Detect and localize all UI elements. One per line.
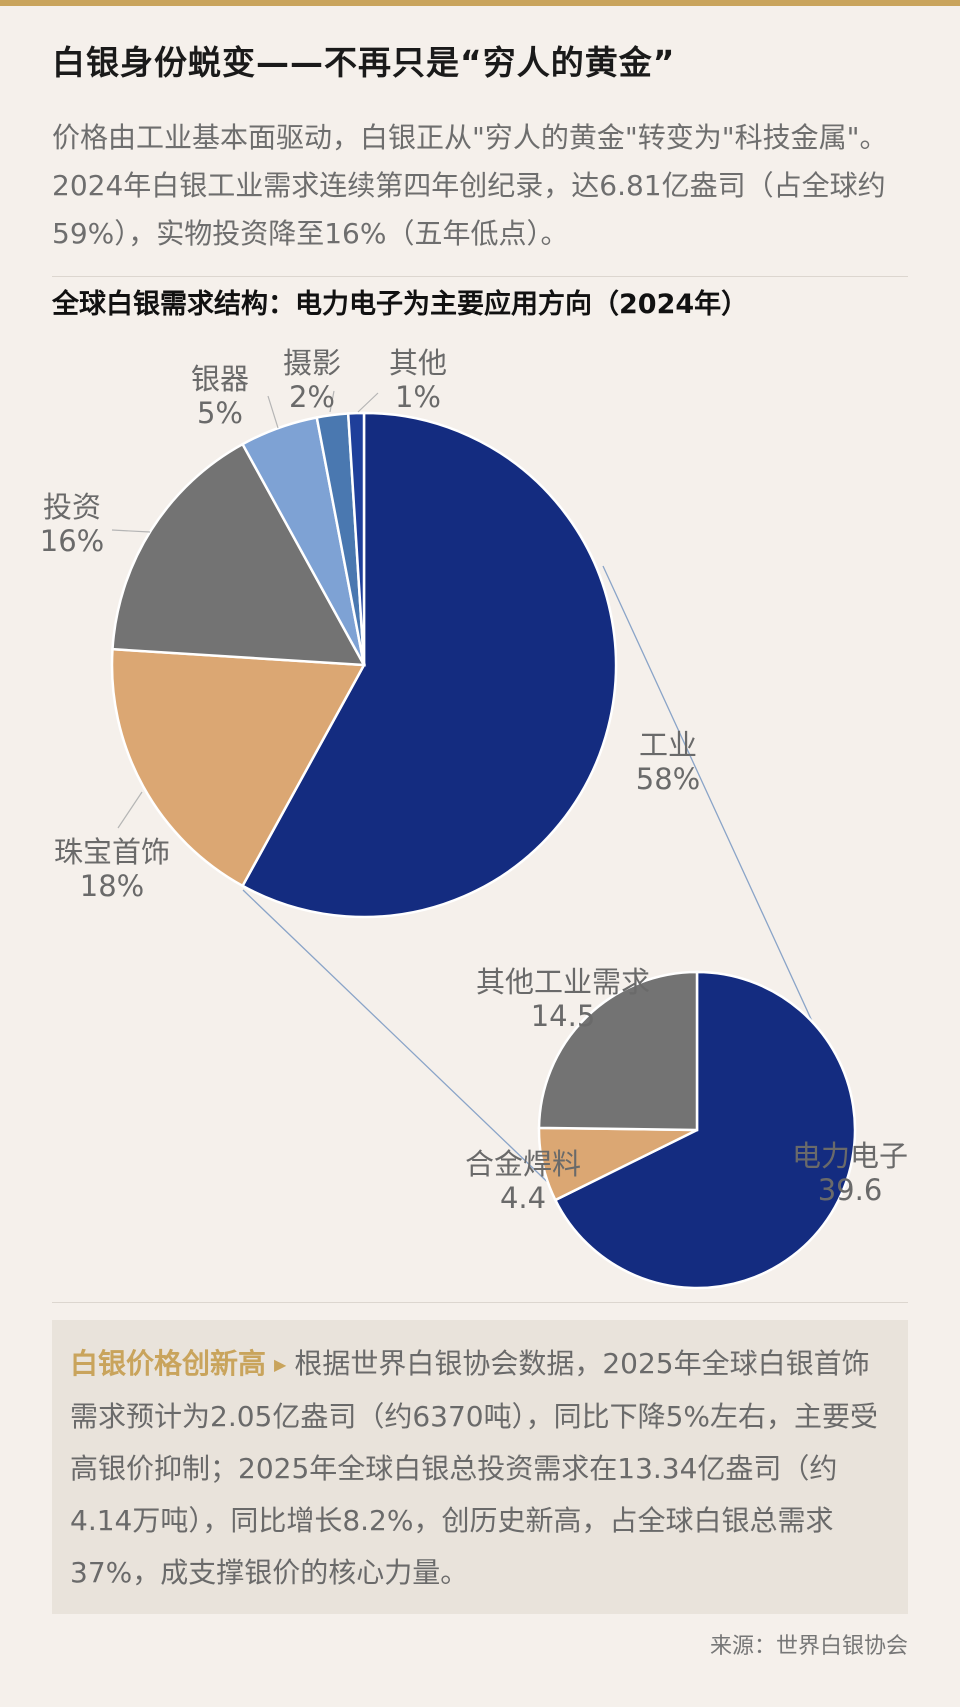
slice-category-label: 工业: [639, 728, 697, 762]
leader-line: [357, 392, 379, 413]
sub-pie: [537, 970, 857, 1290]
slice-category-label: 电力电子: [792, 1139, 908, 1173]
top-accent-bar: [0, 0, 960, 6]
sub-pie-slice-2: [537, 970, 699, 1132]
main-label-slice-3: 银器 5%: [191, 362, 249, 430]
leader-line: [267, 395, 279, 429]
slice-value-label: 5%: [197, 396, 243, 430]
slice-category-label: 其他: [389, 346, 447, 380]
source-note: 来源：世界白银协会: [709, 1634, 908, 1659]
pie-of-pie-chart: 工业 58% 珠宝首饰 18% 投资 16% 银器 5% 摄影 2% 其他 1% 电力电子 39.6 合金焊…: [40, 346, 908, 1290]
slice-value-label: 4.4: [500, 1181, 546, 1215]
main-pie-slice-5: [346, 411, 366, 666]
page-title: 白银身份蜕变——不再只是“穷人的黄金”: [52, 43, 676, 82]
callout-text: 白银价格创新高 ▶ 根据世界白银协会数据，2025年全球白银首饰需求预计为2.05亿…: [70, 1338, 896, 1599]
main-pie-slice-1: [110, 647, 367, 888]
connector-line-upper: [602, 565, 818, 1033]
callout-body: 根据世界白银协会数据，2025年全球白银首饰需求预计为2.05亿盎司（约6370…: [70, 1347, 879, 1589]
slice-value-label: 14.5: [531, 999, 596, 1033]
main-label-slice-1: 珠宝首饰 18%: [54, 835, 170, 903]
main-label-slice-5: 其他 1%: [389, 346, 447, 414]
leader-line: [117, 791, 143, 829]
sub-label-slice-1: 合金焊料 4.4: [465, 1147, 581, 1215]
slice-category-label: 合金焊料: [465, 1147, 581, 1181]
slice-category-label: 珠宝首饰: [54, 835, 170, 869]
main-pie-slice-2: [111, 442, 367, 667]
main-pie-slice-0: [240, 411, 618, 919]
slice-category-label: 投资: [43, 490, 101, 524]
slice-category-label: 摄影: [283, 346, 341, 380]
zoom-connector-lines: [242, 565, 818, 1197]
leader-line: [111, 529, 151, 533]
slice-value-label: 39.6: [818, 1173, 883, 1207]
triangle-right-icon: ▶: [274, 1355, 287, 1374]
intro-paragraph: 价格由工业基本面驱动，白银正从"穷人的黄金"转变为"科技金属"。2024年白银工…: [52, 121, 888, 250]
main-label-slice-0: 工业 58%: [636, 728, 700, 796]
callout-heading: 白银价格创新高: [70, 1347, 267, 1380]
slice-value-label: 58%: [636, 762, 700, 796]
divider: [52, 1302, 908, 1303]
sub-label-slice-0: 电力电子 39.6: [792, 1139, 908, 1207]
slice-value-label: 18%: [80, 869, 144, 903]
chart-title: 全球白银需求结构：电力电子为主要应用方向（2024年）: [52, 289, 749, 320]
leader-line: [329, 390, 335, 413]
slice-value-label: 1%: [395, 380, 441, 414]
connector-line-lower: [242, 889, 563, 1197]
sub-pie-slice-0: [553, 970, 857, 1290]
slice-value-label: 16%: [40, 524, 104, 558]
leader-lines: [111, 390, 379, 829]
sub-label-slice-2: 其他工业需求 14.5: [476, 965, 650, 1033]
main-label-slice-4: 摄影 2%: [283, 346, 341, 414]
slice-labels: 工业 58% 珠宝首饰 18% 投资 16% 银器 5% 摄影 2% 其他 1% 电力电子 39.6 合金焊…: [40, 346, 908, 1215]
callout-box: 白银价格创新高 ▶ 根据世界白银协会数据，2025年全球白银首饰需求预计为2.05亿…: [52, 1320, 908, 1614]
main-pie: [110, 411, 618, 919]
divider: [52, 276, 908, 277]
slice-value-label: 2%: [289, 380, 335, 414]
main-label-slice-2: 投资 16%: [40, 490, 104, 558]
slice-category-label: 其他工业需求: [476, 965, 650, 999]
slice-category-label: 银器: [191, 362, 249, 396]
